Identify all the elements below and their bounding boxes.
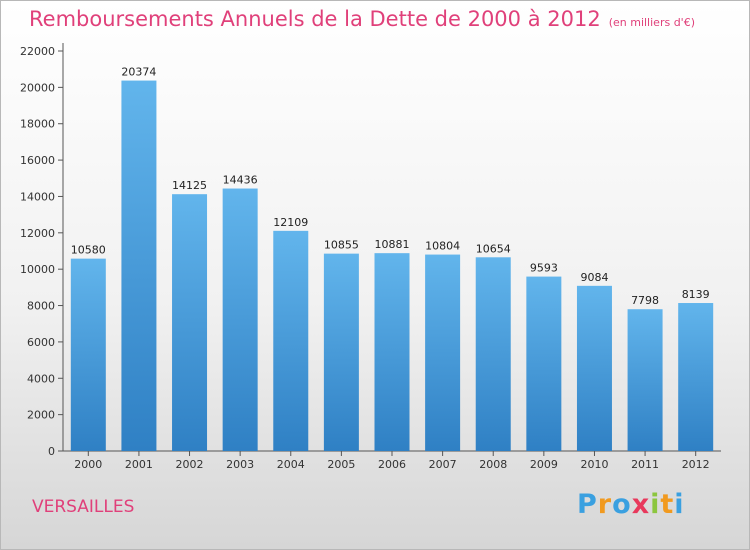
bar[interactable] — [576, 285, 612, 451]
bar[interactable] — [273, 230, 309, 451]
bar[interactable] — [526, 276, 562, 451]
bar[interactable] — [222, 188, 258, 451]
bar-value-label: 10654 — [476, 242, 511, 255]
chart-title: Remboursements Annuels de la Dette de 20… — [29, 7, 695, 31]
y-tick-label: 18000 — [20, 118, 55, 131]
x-tick-label: 2005 — [327, 458, 355, 471]
bar-value-label: 7798 — [631, 294, 659, 307]
y-tick-label: 8000 — [27, 300, 55, 313]
y-tick-label: 6000 — [27, 336, 55, 349]
x-tick-label: 2007 — [429, 458, 457, 471]
x-tick-label: 2002 — [176, 458, 204, 471]
x-tick-label: 2011 — [631, 458, 659, 471]
y-tick-label: 22000 — [20, 45, 55, 58]
bar[interactable] — [70, 258, 106, 451]
y-tick-label: 12000 — [20, 227, 55, 240]
chart-subtitle: (en milliers d'€) — [608, 16, 695, 29]
bar-value-label: 9593 — [530, 262, 558, 275]
bar-value-label: 14436 — [223, 174, 258, 187]
x-tick-label: 2006 — [378, 458, 406, 471]
y-tick-label: 4000 — [27, 372, 55, 385]
x-tick-label: 2004 — [277, 458, 305, 471]
y-tick-label: 20000 — [20, 81, 55, 94]
bar-value-label: 10855 — [324, 239, 359, 252]
x-tick-label: 2000 — [74, 458, 102, 471]
x-tick-label: 2003 — [226, 458, 254, 471]
y-tick-label: 0 — [48, 445, 55, 458]
logo-letter: i — [674, 489, 685, 520]
logo-letter: P — [577, 489, 598, 520]
y-tick-label: 2000 — [27, 409, 55, 422]
x-tick-label: 2008 — [479, 458, 507, 471]
bar-value-label: 9084 — [580, 271, 608, 284]
bar[interactable] — [627, 309, 663, 451]
bar-value-label: 20374 — [121, 66, 156, 79]
x-tick-label: 2001 — [125, 458, 153, 471]
bar[interactable] — [425, 254, 461, 451]
logo-letter: x — [631, 489, 651, 520]
bar-value-label: 10881 — [375, 238, 410, 251]
bar[interactable] — [323, 253, 359, 451]
x-tick-label: 2010 — [580, 458, 608, 471]
city-label: VERSAILLES — [32, 497, 135, 517]
y-tick-label: 10000 — [20, 263, 55, 276]
logo-letter: r — [597, 489, 613, 520]
bar-value-label: 14125 — [172, 179, 207, 192]
bar[interactable] — [678, 303, 714, 451]
logo-letter: t — [660, 489, 675, 520]
y-tick-label: 14000 — [20, 190, 55, 203]
bar[interactable] — [121, 80, 157, 452]
bar-value-label: 10804 — [425, 240, 460, 253]
x-tick-label: 2012 — [682, 458, 710, 471]
bar-value-label: 8139 — [682, 288, 710, 301]
x-tick-label: 2009 — [530, 458, 558, 471]
bar-value-label: 12109 — [273, 216, 308, 229]
bar[interactable] — [475, 257, 511, 451]
bar[interactable] — [374, 253, 410, 451]
y-tick-label: 16000 — [20, 154, 55, 167]
title-text: Remboursements Annuels de la Dette de 20… — [29, 7, 601, 31]
logo-letter: o — [612, 489, 632, 520]
bar-value-label: 10580 — [71, 244, 106, 257]
proxiti-logo[interactable]: Proxiti — [577, 489, 685, 520]
bar[interactable] — [172, 194, 208, 451]
logo-letter: i — [650, 489, 661, 520]
